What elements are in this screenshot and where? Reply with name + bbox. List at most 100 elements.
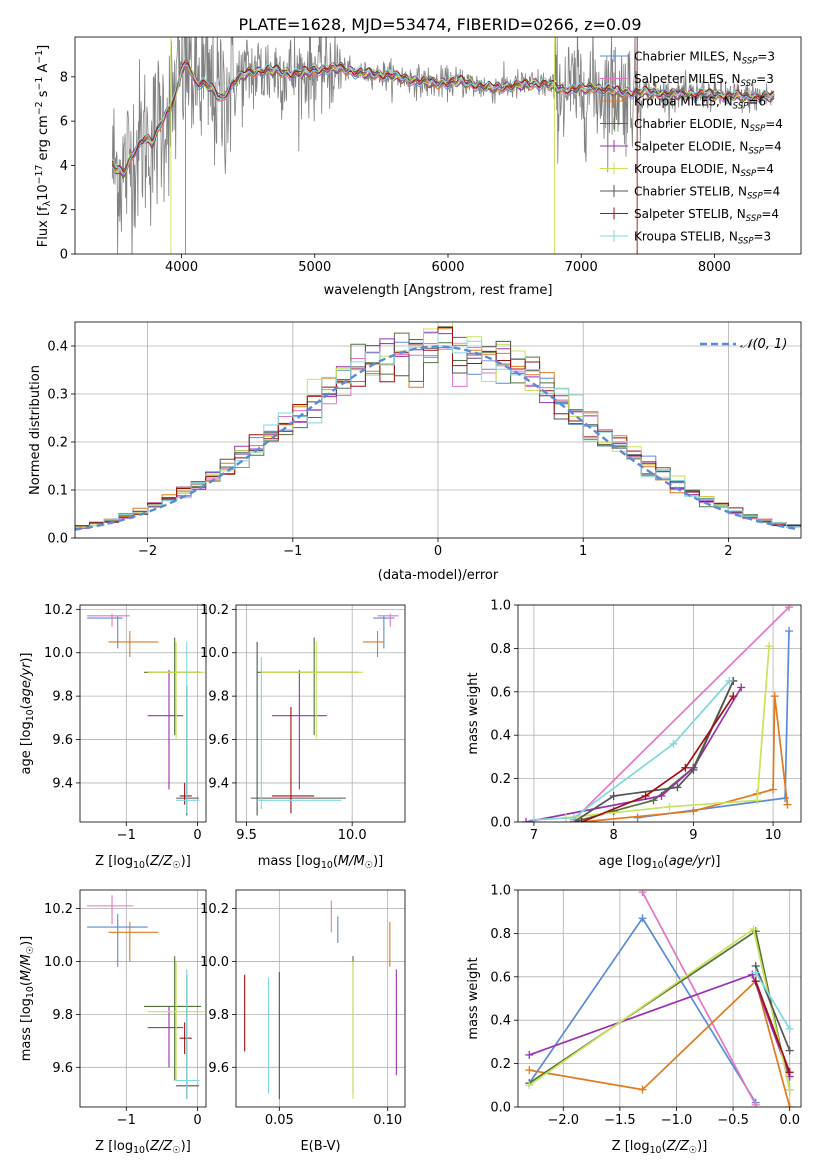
legend-model: Salpeter ELODIE, N <box>634 140 748 154</box>
x-axis-label: age [log10(age/yr)] <box>598 854 720 871</box>
x-axis-label: Z [log10(Z/Z☉)] <box>612 1139 708 1156</box>
axes-frame: 0.05 0.10 9.6 9.8 10.0 10.2 <box>200 889 406 1128</box>
label-part: −1 <box>34 50 45 64</box>
x-axis-label: wavelength [Angstrom, rest frame] <box>324 283 553 298</box>
x-tick-label: 0.0 <box>779 1113 800 1128</box>
y-tick-label: 9.6 <box>208 733 229 748</box>
histogram-step <box>75 332 801 528</box>
y-tick-label: 0.0 <box>47 532 68 547</box>
x-tick-label: −0.5 <box>717 1113 749 1128</box>
panel-age_vs_mass: 9.5 10.0 9.4 9.6 9.8 10.0 10.2 mass [log10(M/M☉… <box>200 603 406 871</box>
label-part: mass [log <box>19 998 34 1061</box>
weight-line <box>754 980 791 1073</box>
figure-title: PLATE=1628, MJD=53474, FIBERID=0266, z=0… <box>238 15 641 34</box>
label-part: ( <box>145 854 150 869</box>
label-part: ( <box>333 854 338 869</box>
label-part: 10 <box>36 184 51 201</box>
y-tick-label: 10.0 <box>44 646 73 661</box>
label-part: 10 <box>25 709 36 721</box>
model-line <box>111 62 775 175</box>
weight-line <box>754 972 791 1030</box>
legend: 𝒩(0, 1) <box>700 337 787 352</box>
legend-count: =4 <box>763 185 781 199</box>
y-tick-label: 4 <box>60 159 68 174</box>
label-part: ( <box>664 854 669 869</box>
label-part: λ <box>42 200 53 206</box>
axes-border <box>79 889 207 1108</box>
label-part: Flux [f <box>36 206 51 247</box>
weight-line <box>528 927 791 1090</box>
panel-weight_vs_Z: −2.0 −1.5 −1.0 −0.5 0.0 0.0 0.2 0.4 0.6 0.8 1.0 Z [… <box>466 884 802 1156</box>
x-axis-label: E(B-V) <box>300 1139 340 1154</box>
plot-area <box>525 890 794 1107</box>
x-tick-label: 2 <box>724 544 732 559</box>
label-part: )] <box>181 1139 191 1154</box>
plot-area <box>521 605 794 822</box>
normal-curve <box>75 345 799 531</box>
x-axis-label: (data-model)/error <box>378 568 499 583</box>
plot-area <box>75 322 801 531</box>
y-axis-label: mass weight <box>466 672 481 754</box>
axes-border <box>517 604 802 823</box>
y-tick-label: 2 <box>60 203 68 218</box>
label-part: M/M <box>19 954 34 981</box>
y-tick-label: 9.8 <box>208 1008 229 1023</box>
plot-area <box>250 613 399 816</box>
label-part: ( <box>145 1139 150 1154</box>
grid <box>236 605 405 822</box>
legend-sub: SSP <box>746 214 762 224</box>
y-axis-label: Flux [fλ10−17 erg cm−2 s−1 A−1] <box>34 45 53 247</box>
axes-border <box>517 889 802 1108</box>
axes-border <box>235 604 406 823</box>
grid <box>236 890 405 1107</box>
label-part: ☉ <box>689 1145 697 1156</box>
legend-model: Chabrier ELODIE, N <box>634 117 750 131</box>
y-tick-label: 0.4 <box>490 729 511 744</box>
y-tick-label: 0.8 <box>490 927 511 942</box>
y-tick-label: 0.0 <box>490 1101 511 1116</box>
y-tick-label: 0.3 <box>47 388 68 403</box>
legend-model: Chabrier MILES, N <box>634 50 742 64</box>
axes-border <box>74 36 802 255</box>
axes-frame: 7 8 9 10 0.0 0.2 0.4 0.6 0.8 1.0 <box>490 599 802 843</box>
y-tick-label: 10.2 <box>200 902 229 917</box>
y-tick-label: 9.4 <box>52 776 73 791</box>
plot-area <box>111 37 775 254</box>
weight-line <box>565 646 770 819</box>
panel-residual_hist: −2 −1 0 1 2 0.0 0.1 0.2 0.3 0.4 𝒩(0, 1) (data-model… <box>28 321 802 583</box>
y-tick-label: 0.2 <box>47 436 68 451</box>
label-part: age/yr <box>669 854 712 869</box>
weight-line <box>525 687 742 822</box>
y-tick-label: 1.0 <box>490 599 511 614</box>
weight-line <box>573 606 790 821</box>
legend-model: Chabrier STELIB, N <box>634 185 747 199</box>
label-part: ] <box>36 45 51 50</box>
panel-spectrum: 4000 5000 6000 7000 8000 0 2 4 6 8 Chabrier MILES,… <box>34 36 802 298</box>
plot-area <box>87 613 205 816</box>
x-tick-label: 7 <box>530 828 538 843</box>
label-part: s <box>36 90 51 101</box>
x-tick-label: 0.05 <box>265 1113 294 1128</box>
axes-frame: −2 −1 0 1 2 0.0 0.1 0.2 0.3 0.4 <box>47 321 802 559</box>
legend-count: =3 <box>757 50 775 64</box>
axes-border <box>79 604 207 823</box>
plot-area <box>244 900 397 1100</box>
y-tick-label: 6 <box>60 115 68 130</box>
label-part: )] <box>19 936 34 946</box>
x-tick-label: 0 <box>193 1113 201 1128</box>
x-axis-label: Z [log10(Z/Z☉)] <box>95 1139 191 1156</box>
weight-line <box>581 695 734 822</box>
y-tick-label: 0.2 <box>490 1057 511 1072</box>
y-axis-label: Normed distribution <box>28 365 43 495</box>
axes-frame: 4000 5000 6000 7000 8000 0 2 4 6 8 Chabrier MILES,… <box>34 36 802 298</box>
label-part: mass [log <box>258 854 321 869</box>
label-part: )] <box>697 1139 707 1154</box>
y-tick-label: 10.0 <box>200 646 229 661</box>
label-part: erg cm <box>36 115 51 164</box>
label-part: 10 <box>652 860 664 871</box>
label-part: ☉ <box>25 946 36 954</box>
weight-line <box>533 680 730 821</box>
legend-sub: SSP <box>742 57 758 67</box>
y-tick-label: 9.8 <box>208 690 229 705</box>
